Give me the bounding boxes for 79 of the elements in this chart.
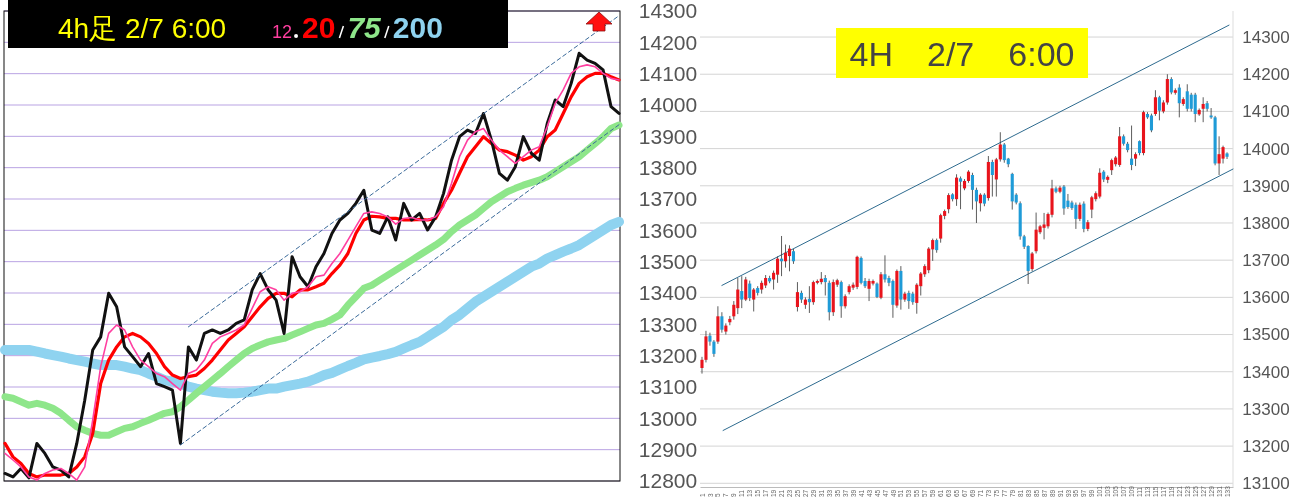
- y-tick-label: 13000: [638, 406, 698, 430]
- y-tick-label: 13700: [1242, 251, 1290, 271]
- text: 200: [392, 11, 443, 44]
- y-tick-label: 13700: [638, 187, 698, 211]
- candlestick: [811, 280, 815, 306]
- candlestick: [1042, 212, 1046, 240]
- y-tick-label: 13800: [638, 155, 698, 179]
- candlestick: [990, 159, 994, 197]
- candlestick: [1177, 83, 1181, 118]
- y-tick-label: 12800: [638, 469, 698, 493]
- candlestick: [891, 279, 895, 319]
- y-tick-label: 13400: [1242, 362, 1290, 382]
- chart-title: 4h足 2/7 6:00: [58, 13, 227, 44]
- y-tick-label: 13100: [1242, 474, 1290, 494]
- candlestick: [939, 213, 943, 244]
- y-tick-label: 14100: [638, 61, 698, 85]
- candlestick: [998, 131, 1002, 163]
- y-tick-label: 13300: [638, 312, 698, 336]
- candlestick: [1165, 73, 1169, 106]
- candlestick: [1090, 195, 1094, 219]
- candlestick: [955, 173, 959, 207]
- candlestick: [1185, 83, 1189, 112]
- candlestick: [1189, 92, 1193, 112]
- candlestick: [970, 172, 975, 210]
- candlestick: [907, 290, 911, 310]
- y-tick-label: 13900: [1242, 176, 1290, 196]
- candlestick: [776, 256, 780, 284]
- candlestick: [867, 278, 871, 302]
- candlestick: [1058, 185, 1062, 194]
- candlestick: [1030, 251, 1034, 272]
- candlestick: [1034, 212, 1038, 254]
- y-tick-label: 13200: [638, 343, 698, 367]
- y-tick-label: 13500: [1242, 325, 1290, 345]
- candlestick: [1217, 135, 1221, 176]
- y-tick-label: 14000: [638, 93, 698, 117]
- y-tick-label: 12900: [638, 437, 698, 461]
- y-tick-label: 14300: [638, 0, 698, 23]
- y-tick-label: 13600: [1242, 288, 1290, 308]
- text: 4H 2/7 6:00: [849, 35, 1075, 73]
- y-tick-label: 14300: [1242, 27, 1290, 47]
- candlestick: [1153, 89, 1157, 117]
- text: 75: [347, 11, 383, 44]
- candlestick: [740, 275, 744, 309]
- candlestick: [1225, 151, 1229, 160]
- candlestick: [1002, 142, 1006, 164]
- y-tick-label: 13900: [638, 124, 698, 148]
- candlestick: [744, 276, 748, 302]
- candlestick: [1098, 167, 1102, 199]
- candlestick: [795, 281, 799, 312]
- y-tick-label: 13500: [638, 249, 698, 273]
- candlestick: [1074, 202, 1078, 230]
- candlestick: [974, 187, 978, 224]
- candlestick: [823, 274, 827, 296]
- candlestick: [1193, 92, 1197, 123]
- candlestick: [1157, 95, 1161, 121]
- y-tick-label: 14000: [1242, 139, 1290, 159]
- y-tick-label: 13100: [638, 375, 698, 399]
- y-tick-label: 13200: [1242, 437, 1290, 457]
- candlestick: [1062, 184, 1066, 216]
- y-tick-label: 13300: [1242, 399, 1290, 419]
- candlestick: [994, 157, 998, 197]
- candlestick: [736, 277, 740, 315]
- candlestick: [1078, 202, 1082, 222]
- y-tick-label: 13600: [638, 218, 698, 242]
- y-tick-label: 13400: [638, 281, 698, 305]
- candlestick: [883, 254, 887, 283]
- candlestick: [931, 238, 935, 262]
- candlestick: [720, 311, 724, 334]
- text: 20: [302, 11, 336, 44]
- y-tick-label: 14100: [1242, 102, 1290, 122]
- text: 12: [272, 22, 293, 42]
- y-tick-label: 14200: [638, 30, 698, 54]
- candlestick: [752, 287, 756, 312]
- candlestick: [748, 280, 752, 302]
- candlestick: [1201, 96, 1205, 123]
- y-tick-label: 13800: [1242, 213, 1290, 233]
- y-tick-label: 14200: [1242, 65, 1290, 85]
- candlestick: [819, 271, 823, 285]
- candlestick: [927, 246, 931, 274]
